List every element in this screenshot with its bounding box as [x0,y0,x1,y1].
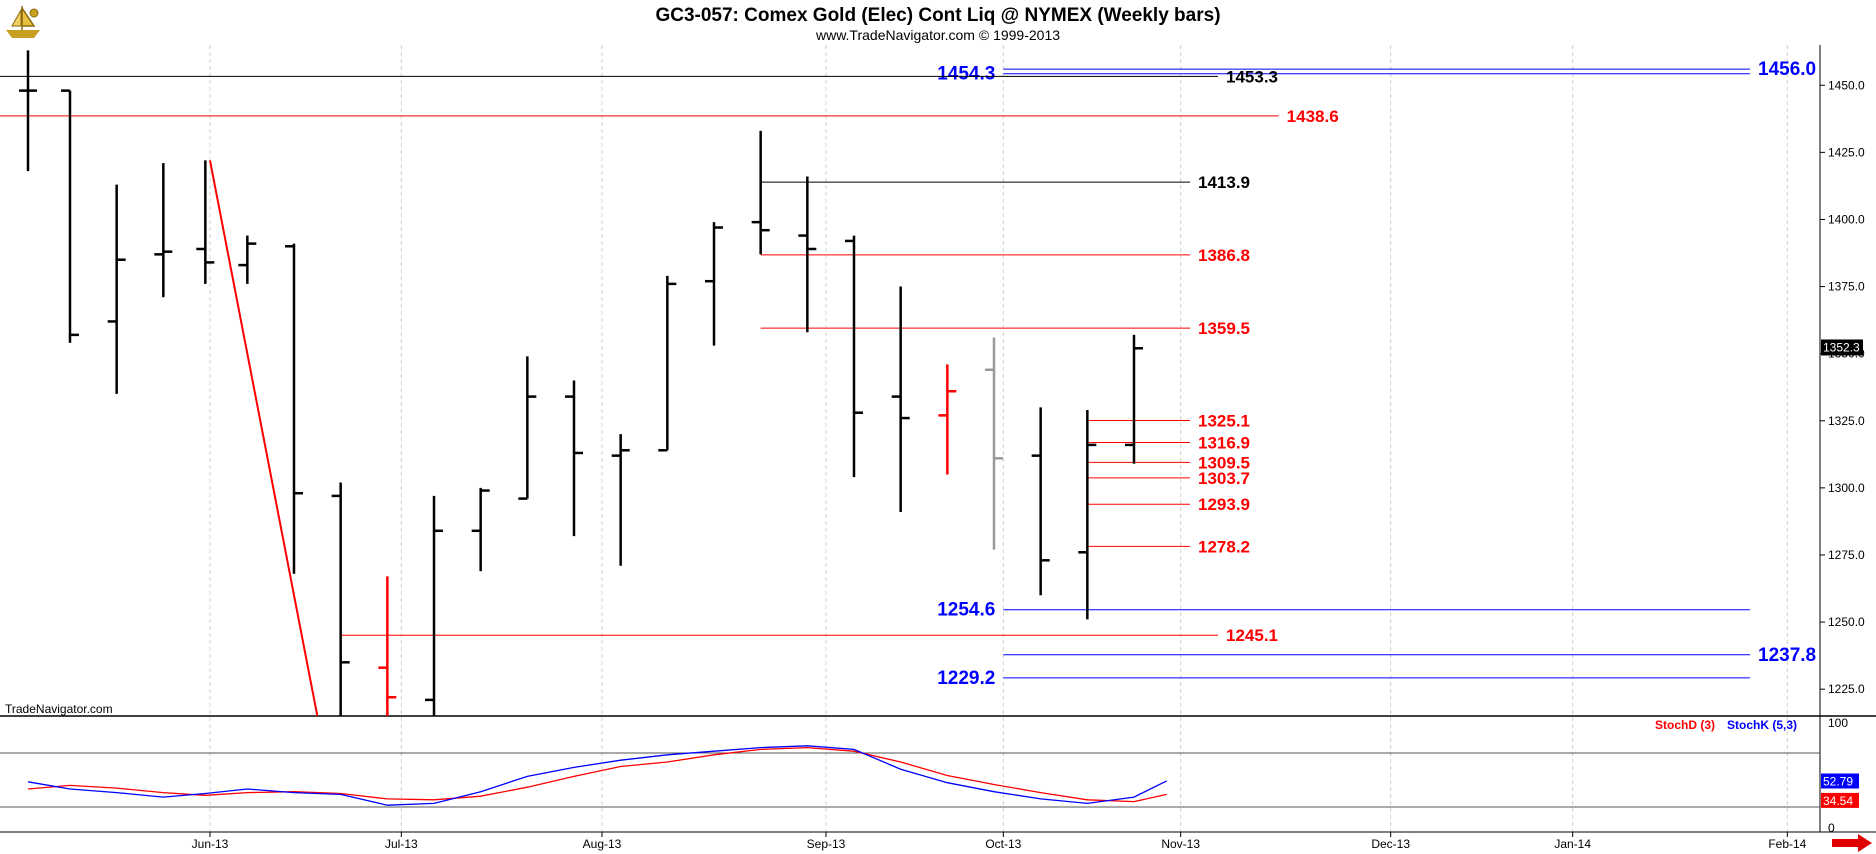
price-y-axis: 1225.01250.01275.01300.01325.01350.01375… [1820,78,1865,696]
stoch-k-last-value: 52.79 [1823,774,1853,788]
ohlc-bar [61,89,79,343]
ohlc-bar [565,380,583,537]
price-level-lines: 1456.0 1454.3 1453.3 1438.6 1413.9 1386.8 1359… [0,59,1816,689]
price-level-label: 1325.1 [1198,411,1250,430]
stochastic-y-axis: 0 100 [1828,716,1848,835]
price-level-label: 1237.8 [1758,645,1816,666]
x-tick-label: Sep-13 [807,837,846,851]
last-price-tag: 1352.3 [1821,339,1863,356]
x-tick-label: Oct-13 [985,837,1021,851]
x-tick-label: Feb-14 [1768,837,1806,851]
stochastic-lines [27,745,1167,806]
y-tick-label: 1425.0 [1828,145,1865,159]
price-level-label: 1254.6 [937,600,995,621]
x-tick-label: Aug-13 [583,837,622,851]
ohlc-bar [154,163,173,298]
y-tick-label: 1300.0 [1828,481,1865,495]
stoch-y-tick-label: 0 [1828,821,1835,835]
ohlc-bar [751,130,770,255]
chart-subtitle: www.TradeNavigator.com © 1999-2013 [815,27,1060,43]
stochastic-legend: StochD (3) StochK (5,3) [1655,718,1797,732]
ohlc-bar [798,176,817,333]
ohlc-bar [425,495,443,716]
price-level-label: 1413.9 [1198,173,1250,192]
ohlc-bar [658,275,677,452]
price-level-label: 1245.1 [1226,626,1278,645]
red-right-arrow-icon[interactable] [1832,834,1872,852]
stoch-k-tag: 52.79 [1821,773,1859,789]
legend-stochd: StochD (3) [1655,718,1715,732]
price-level-label: 1453.3 [1226,67,1278,86]
ohlc-bars [19,50,1143,716]
legend-stochk: StochK (5,3) [1727,718,1797,732]
price-level-label: 1293.9 [1198,495,1250,514]
price-level-label: 1454.3 [937,64,995,85]
ohlc-bar [985,337,1003,550]
y-tick-label: 1400.0 [1828,212,1865,226]
vertical-gridlines [209,45,1788,832]
chart-title: GC3-057: Comex Gold (Elec) Cont Liq @ NY… [655,5,1220,26]
stoch-line-stochd [27,746,1167,803]
trendline-segment [209,160,319,716]
ohlc-bar [518,356,537,500]
date-x-axis: Jun-13 Jul-13 Aug-13 Sep-13 Oct-13 Nov-13 Dec-… [192,832,1807,851]
ohlc-bar [471,487,490,572]
price-panel [0,45,1876,832]
price-level-label: 1456.0 [1758,59,1816,80]
ohlc-bar [107,184,126,394]
price-level-label: 1278.2 [1198,537,1250,556]
stoch-y-tick-label: 100 [1828,716,1848,730]
x-tick-label: Jun-13 [192,837,229,851]
x-tick-label: Nov-13 [1161,837,1200,851]
navigator-ship-icon[interactable] [6,5,40,38]
x-tick-label: Jan-14 [1554,837,1591,851]
last-price-label: 1352.3 [1823,340,1860,354]
stoch-d-last-value: 34.54 [1823,794,1853,808]
x-tick-label: Jul-13 [385,837,418,851]
price-level-label: 1438.6 [1287,107,1339,126]
x-tick-label: Dec-13 [1371,837,1410,851]
ohlc-bar [938,364,957,475]
ohlc-bar [611,434,630,566]
price-level-label: 1386.8 [1198,246,1250,265]
watermark: TradeNavigator.com [5,702,113,716]
ohlc-bar [19,50,37,172]
y-tick-label: 1450.0 [1828,78,1865,92]
y-tick-label: 1250.0 [1828,615,1865,629]
ohlc-bar [891,286,910,513]
price-level-label: 1359.5 [1198,319,1250,338]
stoch-line-stochk [27,745,1167,806]
price-level-label: 1316.9 [1198,434,1250,453]
price-level-label: 1309.5 [1198,453,1250,472]
trendline [209,160,319,716]
price-level-label: 1229.2 [937,668,995,689]
ohlc-bar [845,235,863,478]
ohlc-bar [705,222,723,346]
ohlc-bar [238,235,257,284]
price-level-label: 1303.7 [1198,469,1250,488]
ohlc-bar [1125,334,1143,464]
ohlc-bar [1078,410,1097,620]
stochastic-panel [0,752,1876,833]
ohlc-bar [331,482,350,716]
ohlc-bar [196,160,215,284]
ohlc-bar [1031,407,1050,596]
ohlc-bar [378,576,397,716]
y-tick-label: 1325.0 [1828,414,1865,428]
y-tick-label: 1275.0 [1828,548,1865,562]
y-tick-label: 1375.0 [1828,280,1865,294]
y-tick-label: 1225.0 [1828,682,1865,696]
ohlc-bar [285,243,303,574]
stoch-d-tag: 34.54 [1821,792,1859,808]
